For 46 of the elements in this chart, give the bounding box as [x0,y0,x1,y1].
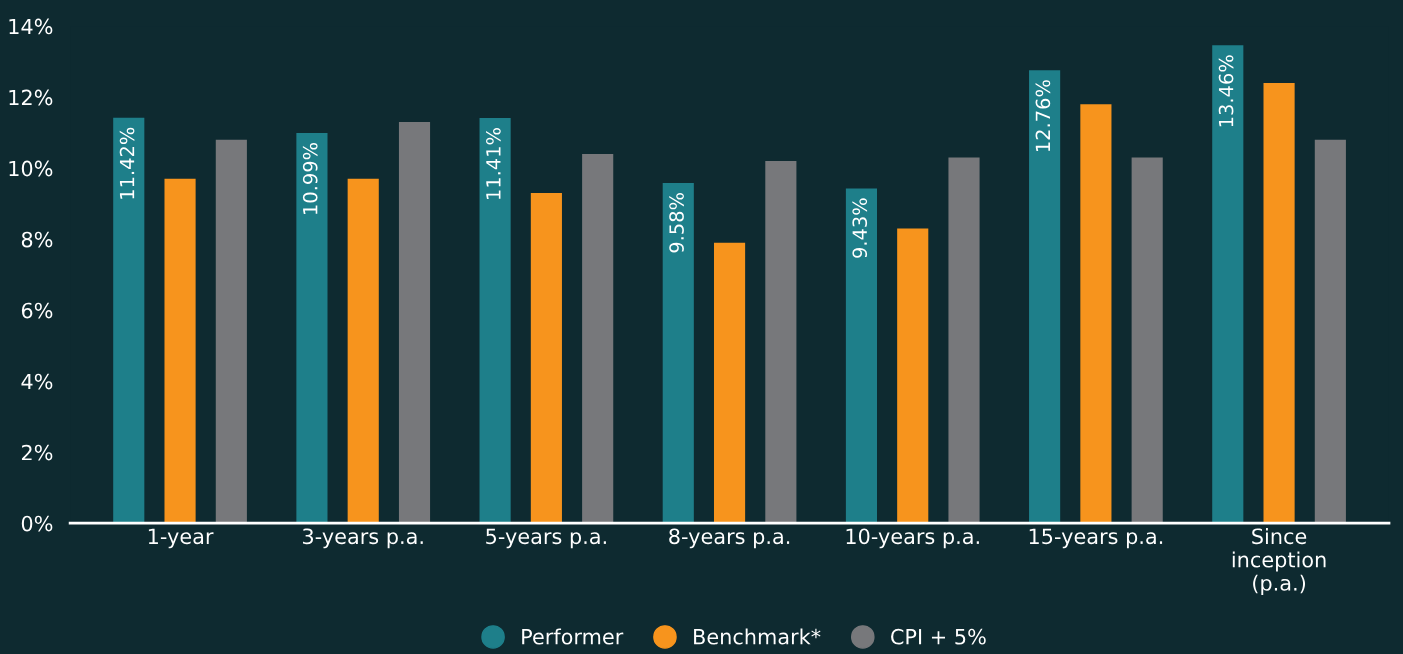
x-tick-label: Since inception (p.a.) [1232,528,1326,595]
legend-label: Benchmark* [694,628,821,645]
bar [164,178,196,524]
x-tick-label: 10-years p.a. [846,528,979,549]
bar [713,242,746,524]
bar [662,183,694,524]
y-tick-label: 10% [9,160,53,177]
bar [1212,45,1244,524]
data-label: 9.43% [852,198,868,258]
data-label: 9.58% [669,193,684,253]
bar [296,133,328,524]
y-tick-label: 14% [9,18,53,35]
y-tick-label: 2% [21,444,53,461]
data-label: 11.42% [119,127,135,199]
bar [897,228,929,524]
bar [398,122,431,524]
bar [530,193,562,524]
y-tick-label: 8% [21,231,53,248]
y-tick-label: 6% [21,302,53,319]
bar [1263,82,1295,524]
x-tick-label: 8-years p.a. [669,528,790,549]
legend-label: Performer [522,628,624,645]
y-tick-label: 0% [21,515,53,532]
legend-label: CPI + 5% [891,628,986,645]
bar [113,117,145,524]
bar [582,153,614,524]
x-tick-label: 1-year [148,528,214,549]
bar [347,178,379,524]
bar [1080,104,1112,524]
bar [1131,157,1163,524]
bar [1029,70,1061,524]
bar [215,139,247,524]
y-tick-label: 4% [21,373,53,390]
bar [479,118,511,524]
bar [765,161,797,524]
bar [948,157,980,524]
y-tick-label: 12% [9,89,53,106]
data-label: 11.41% [486,128,501,199]
x-tick-label: 15-years p.a. [1029,528,1163,549]
x-tick-label: 3-years p.a. [303,528,423,549]
bar [845,188,878,524]
bar [1314,139,1346,524]
data-label: 10.99% [302,142,318,214]
x-tick-label: 5-years p.a. [486,528,606,549]
data-label: 13.46% [1218,55,1234,127]
data-label: 12.76% [1035,80,1051,152]
